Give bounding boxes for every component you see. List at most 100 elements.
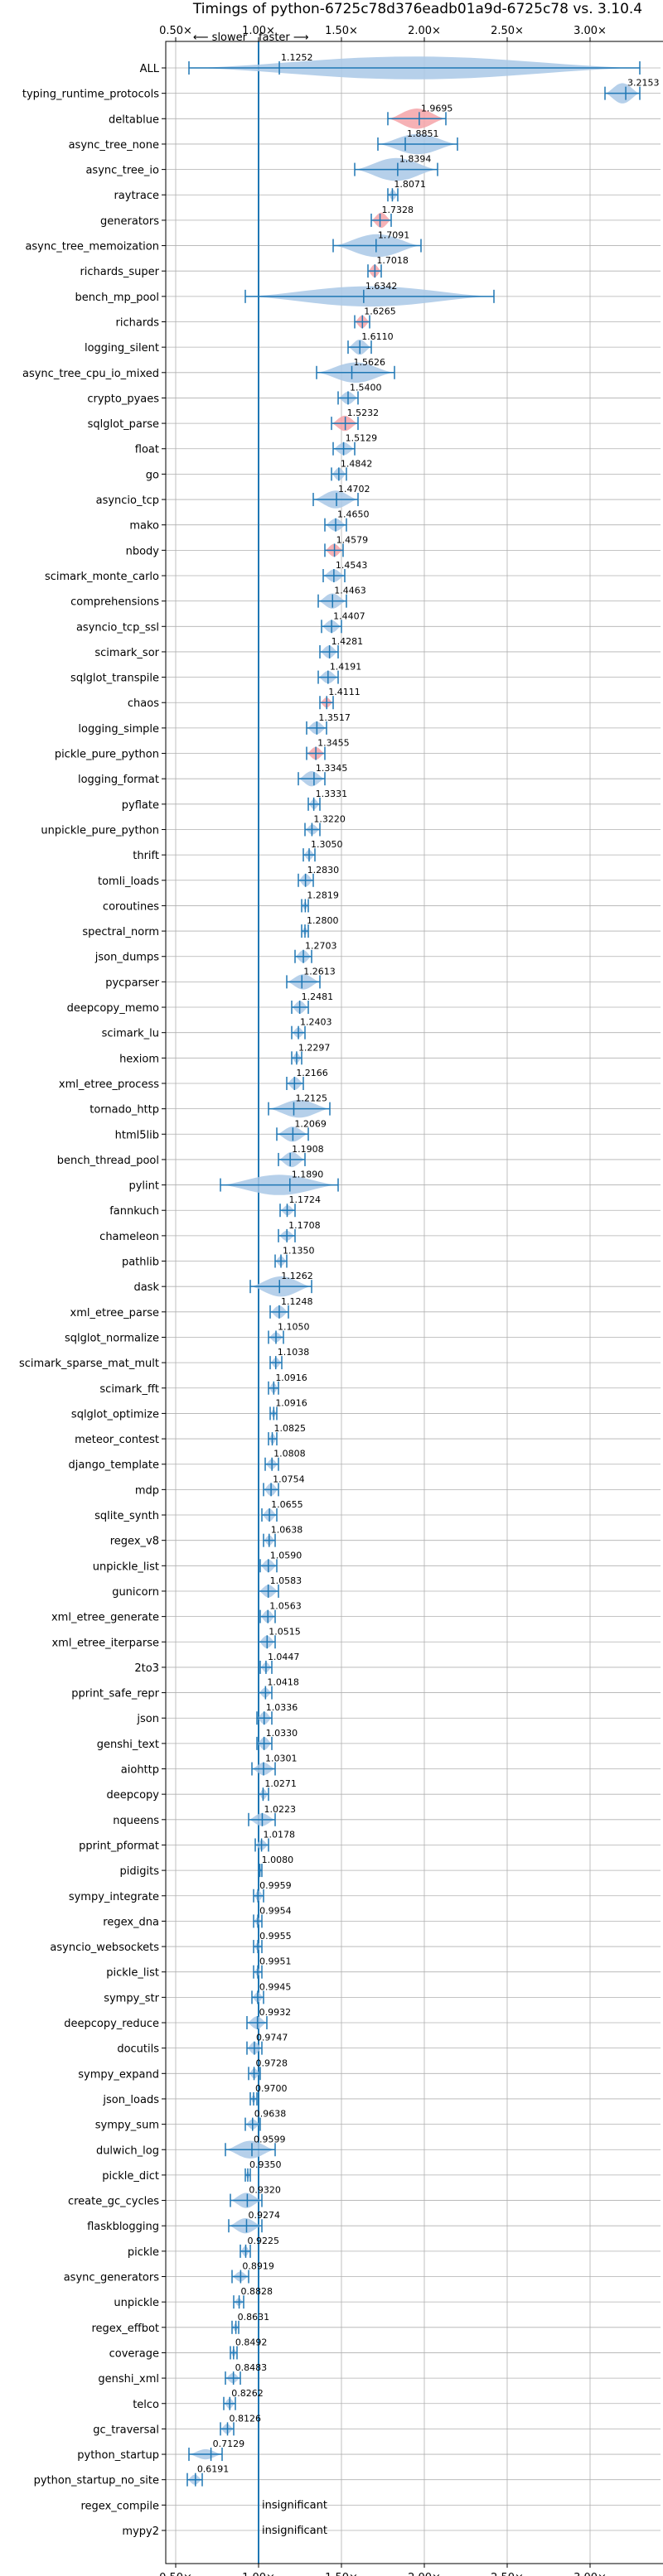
y-tick-label: sqlglot_optimize [71,1408,159,1421]
value-label: 1.2166 [296,1068,328,1078]
y-tick-label: nqueens [113,1815,159,1827]
value-label: 0.8262 [231,2388,264,2399]
value-label: 1.0336 [266,1702,298,1713]
y-tick-label: sqlite_synth [94,1510,159,1522]
y-tick-label: xml_etree_iterparse [51,1637,159,1649]
y-tick-label: raytrace [114,190,159,202]
value-label: 1.7091 [378,230,410,241]
x-tick-label-bottom: 1.50× [325,2572,358,2576]
y-tick-label: unpickle_list [93,1561,159,1573]
y-tick-label: float [135,444,159,456]
value-label: 0.9320 [249,2185,281,2196]
x-tick-label-top: 1.50× [325,25,358,37]
y-tick-label: pycparser [105,977,159,989]
y-tick-label: go [146,469,159,481]
y-tick-label: pickle [128,2246,159,2259]
value-label: 0.9959 [259,1880,292,1891]
value-label: 1.5626 [354,357,386,368]
y-tick-label: pidigits [120,1865,160,1878]
y-tick-label: python_startup [77,2449,159,2462]
y-tick-label: asyncio_tcp [96,494,159,507]
value-label: 0.9951 [259,1956,292,1967]
value-label: 0.9350 [249,2159,282,2170]
value-label: 1.8071 [394,179,426,190]
y-tick-label: richards [116,316,160,329]
y-tick-label: typing_runtime_protocols [22,89,159,101]
y-tick-label: deltablue [109,113,159,126]
value-label: 1.2830 [307,865,340,876]
value-label: 1.0223 [264,1804,296,1815]
y-tick-label: comprehensions [70,596,159,609]
y-tick-label: create_gc_cycles [68,2196,159,2208]
y-tick-label: async_generators [64,2272,160,2284]
faster-label: faster ⟶ [259,31,309,44]
value-label: 0.8631 [238,2312,270,2323]
y-tick-label: pathlib [122,1257,159,1269]
value-label: 1.0590 [270,1550,302,1561]
y-tick-label: spectral_norm [82,926,159,938]
value-label: 1.4702 [338,484,370,494]
y-tick-label: chameleon [99,1231,159,1243]
y-tick-label: django_template [69,1459,159,1472]
value-label: 1.2125 [296,1093,328,1104]
value-label: 0.8828 [241,2286,273,2297]
x-tick-label-bottom: 2.50× [491,2572,524,2576]
value-label: 1.4579 [336,534,369,545]
value-label: 1.6265 [364,306,396,316]
value-label: 3.2153 [627,78,660,89]
value-label: 1.6110 [361,331,394,342]
y-tick-label: sympy_expand [78,2068,159,2081]
value-label: 1.2481 [302,991,334,1002]
y-tick-label: fannkuch [109,1205,159,1218]
y-tick-label: dulwich_log [96,2144,159,2157]
x-tick-label-top: 3.00× [573,25,607,37]
y-tick-label: json_dumps [94,952,159,964]
y-tick-label: telco [133,2399,159,2411]
y-tick-label: deepcopy_memo [67,1002,159,1015]
value-label: 1.0515 [269,1626,301,1637]
value-label: 1.0808 [273,1449,306,1459]
y-tick-label: scimark_fft [99,1383,159,1396]
value-label: 1.9695 [421,103,453,113]
y-tick-label: logging_format [78,774,159,786]
y-tick-label: mako [129,520,159,533]
y-tick-label: html5lib [115,1129,159,1141]
y-tick-label: unpickle [114,2297,159,2309]
x-axis-top: 0.50× 1.00× 1.50× 2.00× 2.50× 3.00× [159,25,607,41]
y-tick-label: async_tree_cpu_io_mixed [22,368,159,380]
y-tick-label: gunicorn [112,1586,159,1599]
value-label: 1.5232 [347,408,380,418]
plot-frame [165,41,663,2564]
y-tick-label: genshi_xml [98,2373,159,2385]
y-tick-label: bench_mp_pool [75,292,159,304]
value-label: 0.7129 [213,2439,245,2449]
y-tick-label: sqlglot_normalize [65,1332,159,1344]
value-label: 1.0563 [269,1601,302,1612]
x-tick-label-top: 0.50× [159,25,192,37]
y-tick-label: scimark_sor [94,647,159,659]
y-tick-label: dask [133,1281,159,1294]
y-tick-label: coroutines [103,900,159,913]
x-tick-label-top: 2.50× [491,25,524,37]
value-label: 1.3517 [318,712,351,723]
value-label: 0.9955 [259,1931,292,1942]
value-label: 1.0301 [265,1754,298,1764]
x-tick-label-bottom: 2.00× [408,2572,441,2576]
value-label: 1.0271 [264,1778,297,1789]
y-tick-label: pprint_safe_repr [71,1688,159,1700]
slower-label: ⟵ slower [193,31,248,44]
value-label: 1.0178 [264,1829,296,1840]
chart-title: Timings of python-6725c78d376eadb01a9d-6… [192,1,642,17]
y-tick-label: sympy_str [104,1992,159,2004]
y-tick-label: pprint_pformat [79,1840,159,1852]
value-label: 1.0916 [275,1397,307,1408]
value-label: 1.1708 [288,1220,321,1231]
value-label: 1.3331 [316,789,348,799]
value-label: 1.0447 [268,1652,300,1662]
y-tick-label: nbody [126,545,160,557]
y-tick-label: coverage [109,2347,159,2360]
value-label: 1.8851 [407,128,439,139]
value-label: 1.3345 [316,763,348,774]
value-label: 1.2800 [307,915,339,926]
y-tick-label: python_startup_no_site [34,2475,159,2487]
